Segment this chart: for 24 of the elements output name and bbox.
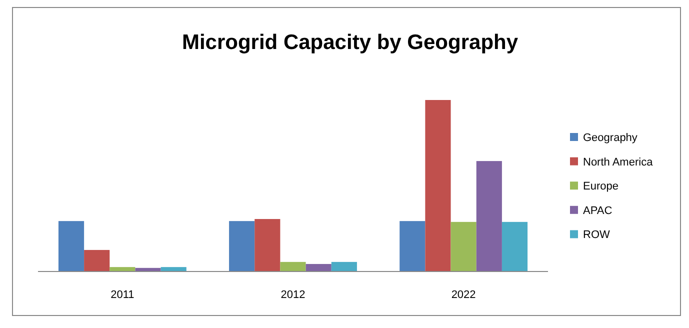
bar [331, 262, 357, 271]
x-tick-label: 2011 [110, 289, 134, 301]
bar [450, 222, 476, 271]
bar [110, 267, 136, 271]
bar [229, 221, 255, 271]
bar [135, 268, 161, 271]
bar [476, 161, 502, 271]
bar [400, 221, 426, 271]
bar [254, 219, 280, 271]
legend-label: North America [583, 156, 654, 168]
bar [425, 100, 451, 271]
bar [502, 222, 528, 271]
legend-label: Geography [583, 132, 638, 144]
bar [58, 221, 84, 271]
x-tick-label: 2022 [451, 289, 476, 301]
bar [84, 250, 110, 271]
legend-label: Europe [583, 180, 618, 193]
bar [280, 262, 306, 271]
legend-label: ROW [583, 229, 610, 242]
bar [306, 264, 332, 271]
chart-title: Microgrid Capacity by Geography [182, 31, 518, 54]
bar [160, 267, 186, 271]
legend-label: APAC [583, 204, 612, 217]
x-tick-label: 2012 [280, 289, 306, 301]
